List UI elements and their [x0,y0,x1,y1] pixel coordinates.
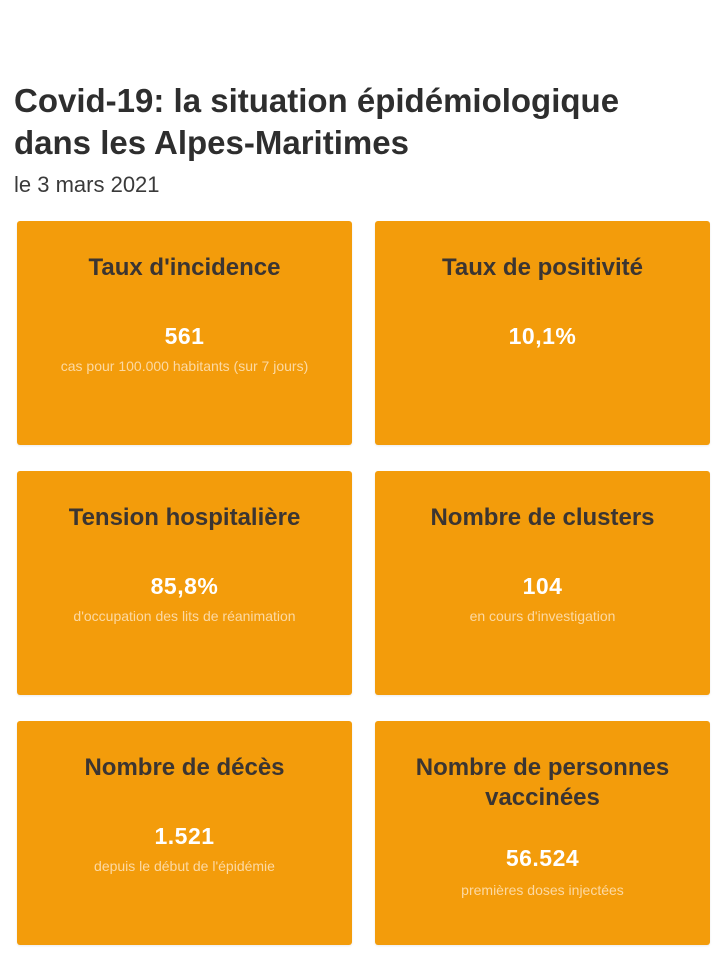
card-subtitle: premières doses injectées [461,882,624,898]
card-title: Taux de positivité [442,254,643,281]
card-vaccinated: Nombre de personnes vaccinées 56.524 pre… [375,721,710,945]
card-value: 1.521 [154,823,215,849]
card-deaths: Nombre de décès 1.521 depuis le début de… [17,721,352,945]
card-positivity-rate: Taux de positivité 10,1% [375,221,710,445]
card-title: Nombre de clusters [430,504,655,531]
page-title: Covid-19: la situation épidémiologique d… [14,82,620,161]
card-title: Nombre de décès [84,754,285,781]
card-value: 10,1% [508,323,577,349]
card-value: 104 [522,573,563,599]
card-hospital-tension: Tension hospitalière 85,8% d'occupation … [17,471,352,695]
card-title: Nombre de personnes vaccinées [415,754,670,811]
card-clusters: Nombre de clusters 104 en cours d'invest… [375,471,710,695]
card-title: Taux d'incidence [88,254,281,281]
card-value: 56.524 [505,845,580,871]
card-subtitle: cas pour 100.000 habitants (sur 7 jours) [60,358,309,374]
card-value: 85,8% [150,573,219,599]
card-subtitle: depuis le début de l'épidémie [94,858,275,874]
report-date: le 3 mars 2021 [14,172,160,197]
card-title: Tension hospitalière [68,504,301,531]
card-subtitle: d'occupation des lits de réanimation [73,608,296,624]
card-incidence-rate: Taux d'incidence 561 cas pour 100.000 ha… [17,221,352,445]
card-value: 561 [164,323,205,349]
card-subtitle: en cours d'investigation [469,608,616,624]
